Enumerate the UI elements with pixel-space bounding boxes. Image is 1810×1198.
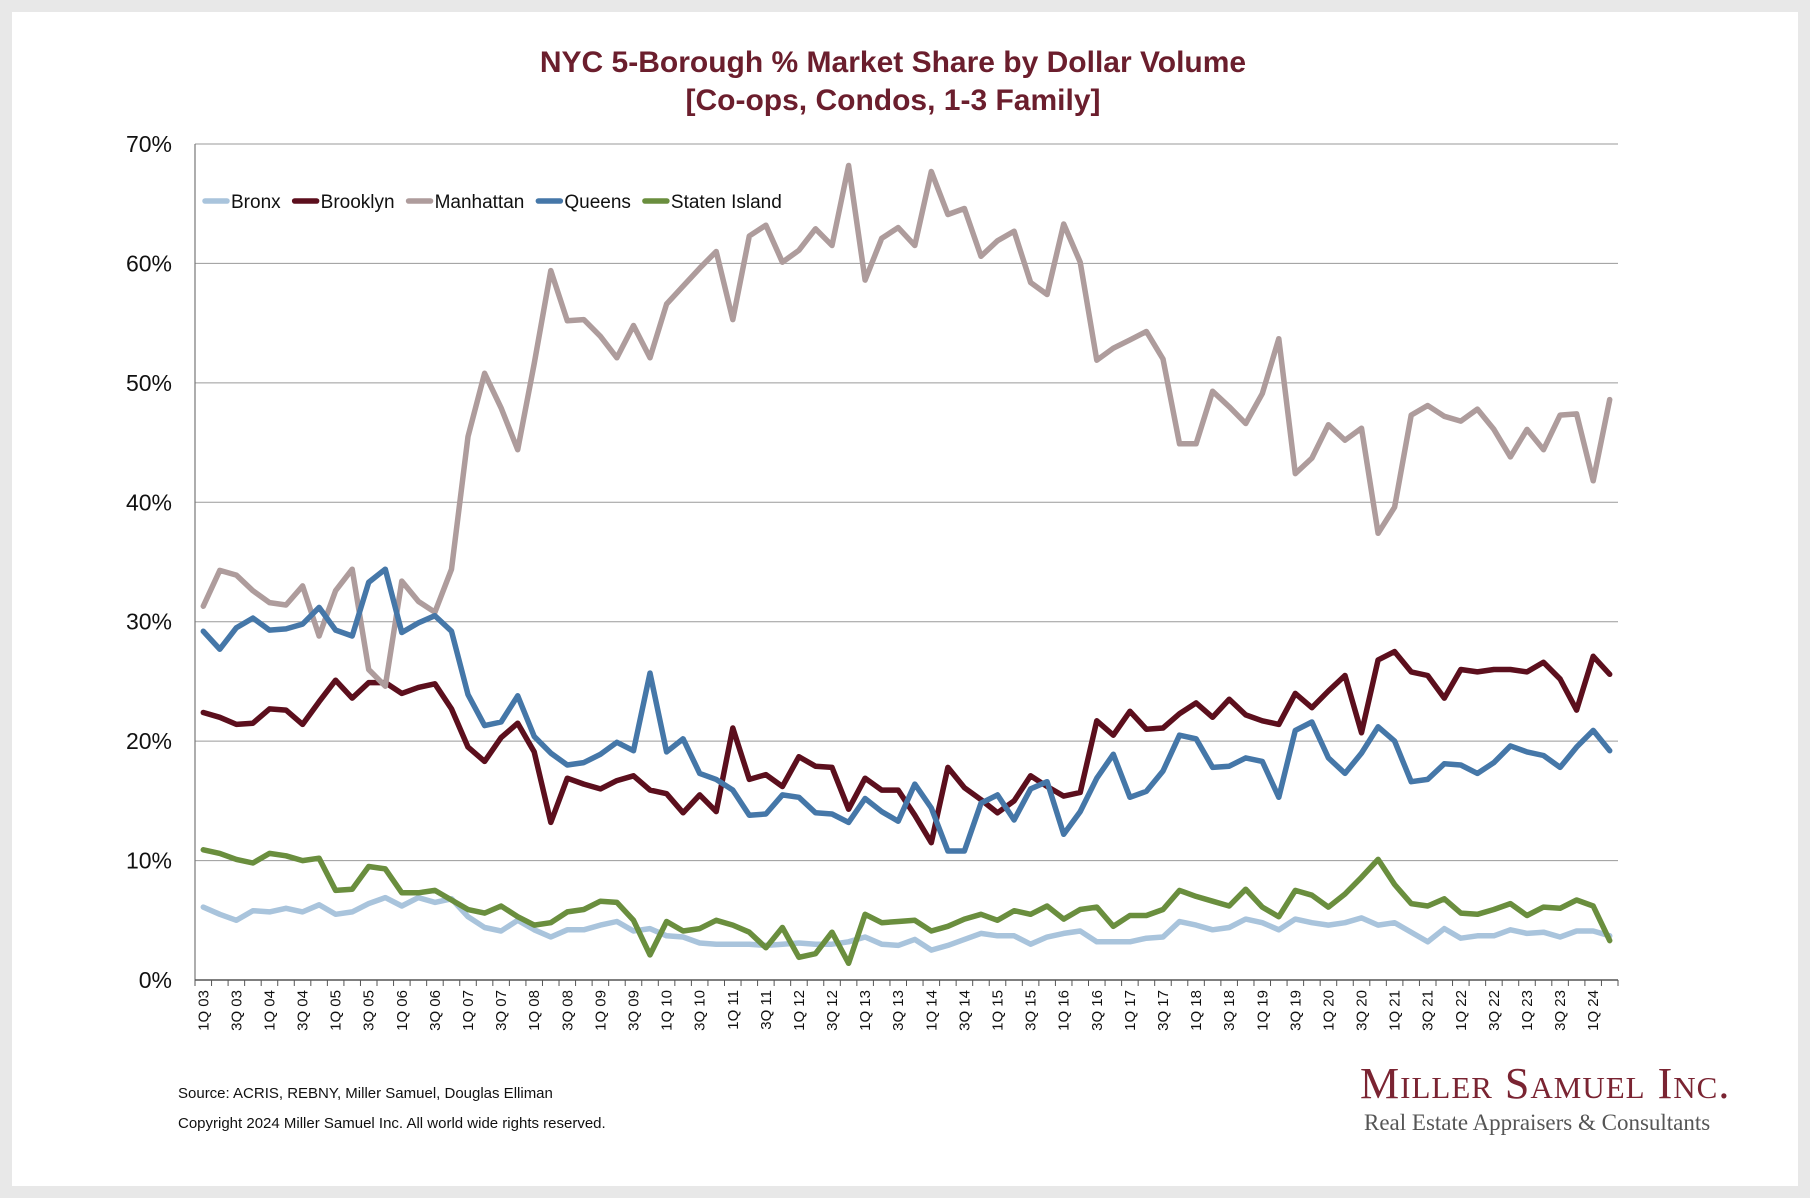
y-tick-label: 20%	[126, 728, 172, 754]
gridlines	[194, 143, 1618, 980]
x-tick-label: 3Q 10	[692, 990, 709, 1031]
x-tick-label: 1Q 20	[1320, 990, 1337, 1031]
logo-tagline: Real Estate Appraisers & Consultants	[1364, 1110, 1711, 1135]
x-tick-label: 1Q 09	[592, 990, 609, 1031]
y-axis-ticks: 0% 10% 20% 30% 40% 50% 60% 70%	[126, 131, 172, 993]
x-tick-label: 3Q 13	[890, 990, 907, 1031]
x-tick-label: 3Q 17	[1155, 990, 1172, 1031]
x-tick-label: 3Q 18	[1221, 990, 1238, 1031]
source-note: Source: ACRIS, REBNY, Miller Samuel, Dou…	[178, 1085, 553, 1102]
x-tick-label: 3Q 23	[1552, 990, 1569, 1031]
x-tick-label: 3Q 19	[1287, 990, 1304, 1031]
x-tick-label: 1Q 15	[990, 990, 1007, 1031]
series-line-bronx	[200, 894, 1613, 953]
x-tick-label: 1Q 11	[725, 990, 742, 1030]
line-chart: 0% 10% 20% 30% 40% 50% 60% 70% 1Q 03 3Q 03 1Q 04 3…	[126, 131, 1619, 1031]
x-tick-label: 3Q 20	[1354, 990, 1371, 1031]
legend-label: Bronx	[231, 192, 281, 213]
company-logo: Miller Samuel Inc. Real Estate Appraiser…	[1360, 1060, 1760, 1138]
series-line-queens	[200, 566, 1613, 854]
x-axis: 1Q 03 3Q 03 1Q 04 3Q 04 1Q 05 3Q 05 1Q 06 3Q 06…	[194, 979, 1619, 1031]
x-tick-label: 3Q 07	[493, 990, 510, 1031]
x-tick-label: 1Q 14	[923, 990, 940, 1031]
x-tick-label: 3Q 15	[1023, 990, 1040, 1031]
legend: Bronx Brooklyn Manhattan Queens Staten Islan…	[202, 192, 782, 213]
y-tick-label: 10%	[126, 848, 172, 874]
x-tick-label: 3Q 08	[559, 990, 576, 1031]
x-tick-label: 3Q 05	[361, 990, 378, 1031]
y-tick-label: 40%	[126, 489, 172, 515]
x-tick-label: 1Q 04	[261, 990, 278, 1031]
x-tick-label: 1Q 07	[460, 990, 477, 1031]
x-tick-label: 1Q 16	[1056, 990, 1073, 1031]
logo-name: Miller Samuel Inc.	[1360, 1059, 1731, 1108]
x-tick-label: 3Q 22	[1486, 990, 1503, 1031]
x-tick-label: 1Q 08	[526, 990, 543, 1031]
x-tick-label: 3Q 21	[1420, 990, 1437, 1031]
y-tick-label: 50%	[126, 370, 172, 396]
series-lines	[200, 162, 1613, 967]
x-tick-label: 1Q 13	[857, 990, 874, 1031]
x-tick-label: 1Q 12	[791, 990, 808, 1031]
x-tick-label: 1Q 18	[1188, 990, 1205, 1031]
legend-label: Queens	[564, 192, 631, 213]
series-line-manhattan	[200, 162, 1613, 689]
x-tick-label: 3Q 09	[625, 990, 642, 1031]
x-tick-label: 1Q 17	[1122, 990, 1139, 1031]
x-tick-label: 1Q 03	[195, 990, 212, 1031]
y-tick-label: 60%	[126, 250, 172, 276]
x-tick-label: 3Q 16	[1089, 990, 1106, 1031]
x-tick-label: 1Q 21	[1387, 990, 1404, 1031]
legend-label: Manhattan	[435, 192, 525, 213]
x-tick-label: 1Q 24	[1585, 990, 1602, 1031]
x-tick-label: 1Q 05	[328, 990, 345, 1031]
y-tick-label: 30%	[126, 609, 172, 635]
x-tick-label: 3Q 12	[824, 990, 841, 1031]
x-tick-label: 3Q 03	[228, 990, 245, 1031]
x-tick-label: 3Q 14	[956, 990, 973, 1031]
x-tick-label: 1Q 22	[1453, 990, 1470, 1031]
series-line-staten-island	[200, 847, 1613, 967]
x-tick-label: 1Q 10	[659, 990, 676, 1031]
y-tick-label: 70%	[126, 131, 172, 157]
x-tick-label: 3Q 11	[758, 990, 775, 1030]
legend-label: Brooklyn	[321, 192, 395, 213]
x-tick-label: 3Q 04	[295, 990, 312, 1031]
x-tick-label: 1Q 06	[394, 990, 411, 1031]
x-tick-label: 1Q 23	[1519, 990, 1536, 1031]
chart-subtitle: [Co-ops, Condos, 1-3 Family]	[685, 84, 1101, 117]
x-tick-label: 3Q 06	[427, 990, 444, 1031]
y-tick-label: 0%	[139, 967, 172, 993]
x-tick-label: 1Q 19	[1254, 990, 1271, 1031]
chart-title: NYC 5-Borough % Market Share by Dollar V…	[539, 46, 1247, 79]
legend-label: Staten Island	[671, 192, 782, 213]
copyright-note: Copyright 2024 Miller Samuel Inc. All wo…	[178, 1115, 606, 1132]
